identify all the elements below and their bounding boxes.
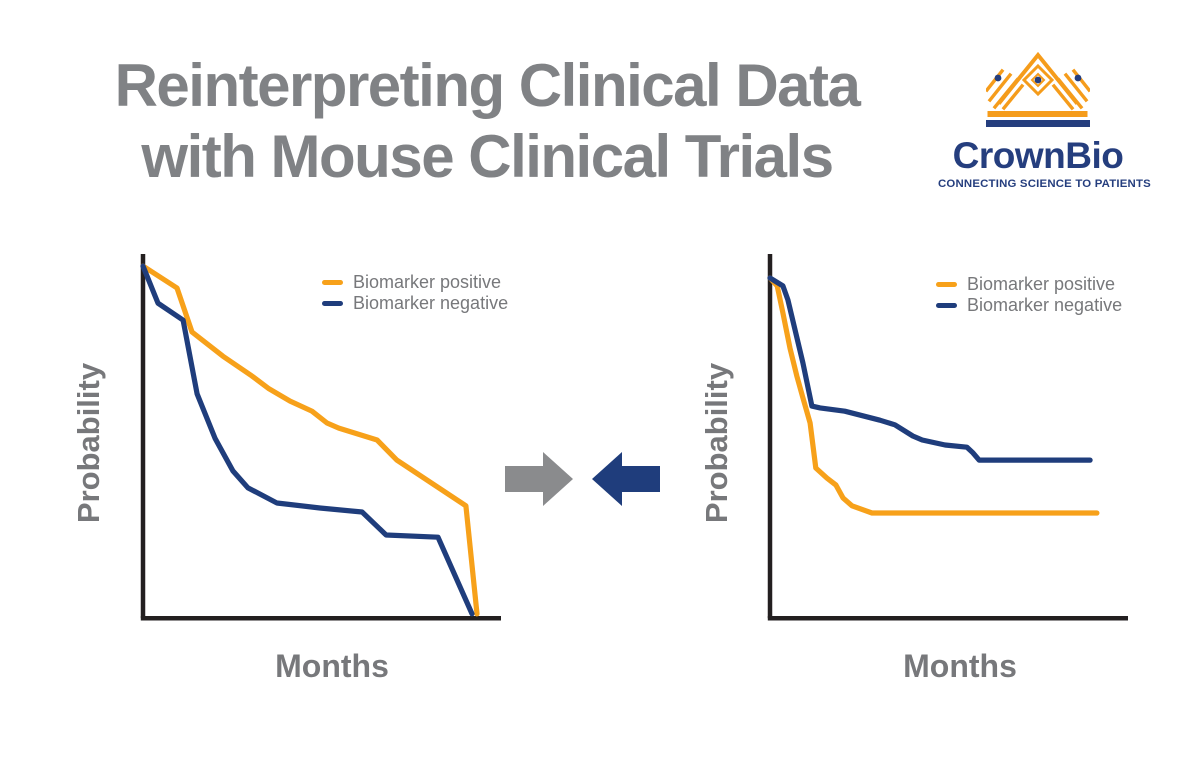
- legend-label: Biomarker negative: [353, 293, 509, 313]
- left-x-axis-label: Months: [275, 648, 389, 684]
- logo-tagline: CONNECTING SCIENCE TO PATIENTS: [938, 178, 1151, 190]
- crown-dots: [994, 74, 1082, 84]
- left-y-axis-label: Probability: [71, 362, 106, 524]
- legend-label: Biomarker positive: [967, 274, 1116, 294]
- legend-item-biomarker-positive: Biomarker positive: [322, 272, 508, 293]
- page-title-line2: with Mouse Clinical Trials: [141, 123, 834, 190]
- crownbio-logo: CrownBio CONNECTING SCIENCE TO PATIENTS: [938, 50, 1151, 190]
- page-title-line1: Reinterpreting Clinical Data: [114, 52, 861, 119]
- crown-outline: [986, 51, 1090, 111]
- comparison-arrows: [505, 452, 660, 506]
- logo-wordmark: CrownBio: [952, 135, 1124, 176]
- arrow-right-icon: [505, 452, 573, 506]
- right-chart-legend: Biomarker positive Biomarker negative: [936, 274, 1122, 316]
- biomarker-positive-swatch: [936, 282, 957, 287]
- legend-item-biomarker-positive: Biomarker positive: [936, 274, 1122, 295]
- crown-icon: [986, 51, 1090, 127]
- clinical-data-chart: [140, 254, 501, 621]
- left-chart-legend: Biomarker positive Biomarker negative: [322, 272, 508, 314]
- page-title: Reinterpreting Clinical Data with Mouse …: [57, 50, 917, 192]
- legend-label: Biomarker negative: [967, 295, 1123, 315]
- right-x-axis-label: Months: [903, 648, 1017, 684]
- right-y-axis-label: Probability: [699, 362, 734, 524]
- mouse-trial-chart: [767, 254, 1128, 621]
- biomarker-negative-swatch: [322, 301, 343, 306]
- arrow-left-icon: [592, 452, 660, 506]
- legend-label: Biomarker positive: [353, 272, 502, 292]
- crown-base-bar: [987, 111, 1088, 117]
- legend-item-biomarker-negative: Biomarker negative: [936, 295, 1122, 316]
- legend-item-biomarker-negative: Biomarker negative: [322, 293, 508, 314]
- crown-navy-bar: [986, 120, 1090, 127]
- biomarker-positive-swatch: [322, 280, 343, 285]
- biomarker-negative-swatch: [936, 303, 957, 308]
